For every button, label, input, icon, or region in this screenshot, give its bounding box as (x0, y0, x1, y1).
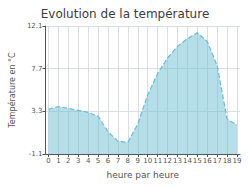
svg-text:2: 2 (66, 157, 70, 165)
svg-text:Evolution de la température: Evolution de la température (41, 7, 210, 21)
svg-text:10: 10 (143, 157, 152, 165)
svg-text:13: 13 (173, 157, 182, 165)
svg-text:7.7: 7.7 (31, 65, 42, 73)
svg-text:18: 18 (223, 157, 232, 165)
svg-text:7: 7 (116, 157, 120, 165)
svg-text:-1.1: -1.1 (29, 150, 43, 158)
svg-text:3: 3 (76, 157, 80, 165)
svg-text:heure par heure: heure par heure (106, 170, 179, 180)
svg-text:0: 0 (46, 157, 50, 165)
svg-text:17: 17 (213, 157, 222, 165)
svg-text:12.1: 12.1 (27, 22, 43, 30)
svg-text:16: 16 (203, 157, 212, 165)
svg-text:8: 8 (126, 157, 130, 165)
svg-text:4: 4 (86, 157, 91, 165)
svg-text:15: 15 (193, 157, 202, 165)
svg-text:14: 14 (183, 157, 192, 165)
svg-text:6: 6 (106, 157, 111, 165)
svg-text:1: 1 (56, 157, 60, 165)
svg-text:19: 19 (233, 157, 242, 165)
svg-text:Température en °C: Température en °C (7, 52, 17, 129)
svg-text:11: 11 (153, 157, 162, 165)
svg-text:9: 9 (136, 157, 140, 165)
svg-text:3.3: 3.3 (31, 107, 42, 115)
svg-text:12: 12 (163, 157, 172, 165)
svg-text:5: 5 (96, 157, 100, 165)
